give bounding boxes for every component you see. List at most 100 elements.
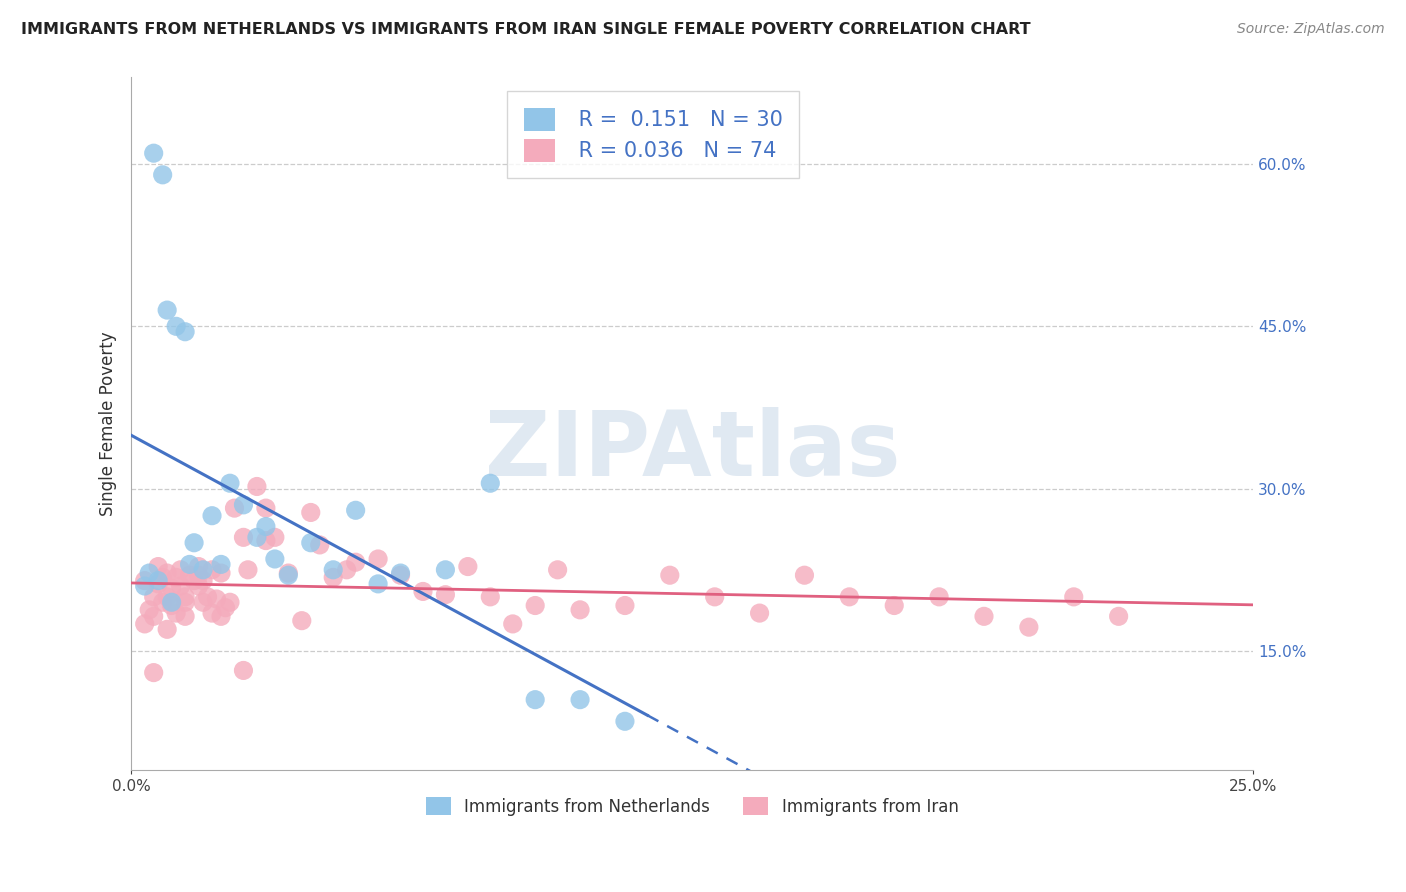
Point xyxy=(928,590,950,604)
Point xyxy=(389,566,412,580)
Point xyxy=(838,590,860,604)
Point xyxy=(1108,609,1130,624)
Point xyxy=(254,519,277,533)
Point xyxy=(246,479,269,493)
Point xyxy=(138,566,160,580)
Legend: Immigrants from Netherlands, Immigrants from Iran: Immigrants from Netherlands, Immigrants … xyxy=(418,789,967,824)
Point xyxy=(748,606,770,620)
Point xyxy=(367,577,389,591)
Point xyxy=(232,664,254,678)
Point xyxy=(236,563,259,577)
Point xyxy=(434,563,457,577)
Point xyxy=(134,616,156,631)
Point xyxy=(524,692,547,706)
Point xyxy=(134,579,156,593)
Point xyxy=(883,599,905,613)
Point xyxy=(263,552,285,566)
Point xyxy=(174,325,197,339)
Point xyxy=(254,501,277,516)
Point xyxy=(191,563,214,577)
Point xyxy=(299,505,322,519)
Point xyxy=(142,146,165,161)
Point xyxy=(209,609,232,624)
Point xyxy=(219,595,242,609)
Point xyxy=(569,692,592,706)
Point xyxy=(569,603,592,617)
Point xyxy=(156,623,179,637)
Point xyxy=(344,503,367,517)
Point xyxy=(299,535,322,549)
Point xyxy=(232,498,254,512)
Point xyxy=(134,574,156,588)
Point xyxy=(148,559,170,574)
Point xyxy=(457,559,479,574)
Point xyxy=(344,555,367,569)
Point xyxy=(165,606,187,620)
Point xyxy=(291,614,314,628)
Point xyxy=(793,568,815,582)
Point xyxy=(148,577,170,591)
Point xyxy=(183,574,205,588)
Point xyxy=(219,476,242,491)
Point xyxy=(169,563,191,577)
Text: ZIPAtlas: ZIPAtlas xyxy=(485,408,900,495)
Point xyxy=(201,563,224,577)
Point xyxy=(973,609,995,624)
Y-axis label: Single Female Poverty: Single Female Poverty xyxy=(100,332,117,516)
Point xyxy=(214,600,236,615)
Point xyxy=(613,599,636,613)
Point xyxy=(191,574,214,588)
Point xyxy=(209,558,232,572)
Point xyxy=(524,599,547,613)
Point xyxy=(142,665,165,680)
Point xyxy=(1063,590,1085,604)
Point xyxy=(191,595,214,609)
Point xyxy=(179,558,201,572)
Point xyxy=(174,595,197,609)
Point xyxy=(254,533,277,548)
Point xyxy=(434,588,457,602)
Point xyxy=(1018,620,1040,634)
Point xyxy=(165,319,187,334)
Point xyxy=(160,595,183,609)
Point xyxy=(174,609,197,624)
Point xyxy=(187,559,209,574)
Text: IMMIGRANTS FROM NETHERLANDS VS IMMIGRANTS FROM IRAN SINGLE FEMALE POVERTY CORREL: IMMIGRANTS FROM NETHERLANDS VS IMMIGRANT… xyxy=(21,22,1031,37)
Point xyxy=(205,592,228,607)
Point xyxy=(160,581,183,595)
Point xyxy=(658,568,681,582)
Point xyxy=(322,563,344,577)
Point xyxy=(613,714,636,729)
Point xyxy=(232,530,254,544)
Point xyxy=(502,616,524,631)
Point xyxy=(336,563,359,577)
Point xyxy=(152,570,174,584)
Point xyxy=(479,590,502,604)
Point xyxy=(277,568,299,582)
Point xyxy=(322,570,344,584)
Point xyxy=(156,590,179,604)
Point xyxy=(479,476,502,491)
Point xyxy=(156,566,179,580)
Point xyxy=(138,603,160,617)
Point xyxy=(142,609,165,624)
Point xyxy=(224,501,246,516)
Point xyxy=(156,303,179,318)
Point xyxy=(183,535,205,549)
Point xyxy=(263,530,285,544)
Point xyxy=(148,574,170,588)
Point xyxy=(165,570,187,584)
Point xyxy=(197,590,219,604)
Point xyxy=(174,590,197,604)
Point xyxy=(142,590,165,604)
Point xyxy=(152,168,174,182)
Point xyxy=(169,579,191,593)
Point xyxy=(389,568,412,582)
Point xyxy=(187,579,209,593)
Point xyxy=(246,530,269,544)
Text: Source: ZipAtlas.com: Source: ZipAtlas.com xyxy=(1237,22,1385,37)
Point xyxy=(201,508,224,523)
Point xyxy=(547,563,569,577)
Point xyxy=(412,584,434,599)
Point xyxy=(367,552,389,566)
